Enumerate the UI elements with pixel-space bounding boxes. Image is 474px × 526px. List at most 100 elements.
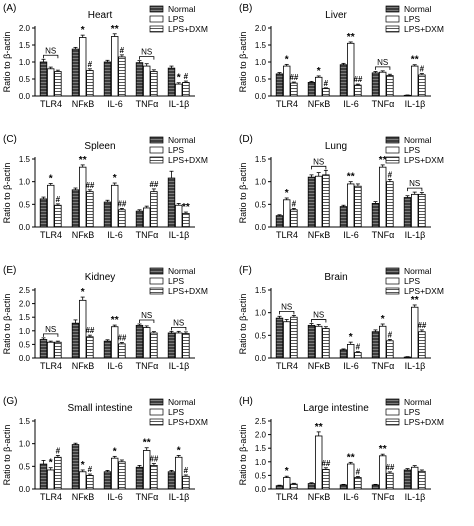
star-marker: * [177, 73, 181, 84]
x-tick-label: TNFα [372, 361, 395, 371]
y-tick-label: 0.0 [255, 92, 267, 101]
panel-label: (G) [3, 396, 17, 407]
y-axis-label: Ratio to β-actin [2, 163, 12, 224]
legend-label: LPS+DXM [404, 417, 444, 427]
bar-lps-3 [378, 325, 387, 359]
hash-marker: # [88, 465, 93, 474]
star-marker: ** [379, 155, 387, 166]
star-marker: * [349, 332, 353, 343]
y-tick-label: 1.0 [255, 309, 267, 318]
legend-label: LPS+DXM [404, 286, 444, 296]
panel-label: (F) [239, 265, 252, 276]
x-tick-label: NFκB [72, 230, 95, 240]
ns-label: NS [377, 58, 388, 67]
y-tick-label: 0.0 [255, 354, 267, 363]
bar-lps-2 [346, 42, 355, 97]
bar-normal-1 [307, 82, 316, 97]
panel-kidney: (E) Kidney Ratio to β-actin 0.0 0.5 1.0 1.5 2.0… [2, 265, 208, 371]
bar-lps-3 [378, 71, 387, 97]
bar-lps-dxm-4 [418, 193, 426, 228]
bar-lps-dxm-3 [386, 472, 394, 490]
legend-label: LPS+DXM [404, 155, 444, 165]
panel-lung: (D) Lung Ratio to β-actin 0.0 0.5 1.0 1.5 TLR4 N… [238, 134, 444, 240]
significance-bracket [375, 66, 391, 70]
x-tick-label: TNFα [372, 230, 395, 240]
star-marker: ** [347, 452, 355, 463]
hash-marker: # [88, 60, 93, 69]
legend-swatch [149, 15, 164, 23]
y-tick-label: 1.0 [255, 58, 267, 67]
x-tick-label: TNFα [372, 492, 395, 502]
bar-lps-dxm-4 [182, 475, 190, 490]
panel-heart: (A) Heart Ratio to β-actin 0.0 0.5 1.0 1.5 2.0 T… [2, 3, 208, 109]
bar-normal-0 [275, 73, 284, 97]
star-marker: ** [379, 444, 387, 455]
legend-swatch [385, 287, 400, 295]
x-tick-label: IL-6 [343, 99, 359, 109]
bar-normal-0 [275, 215, 284, 228]
y-tick-label: 0.0 [255, 223, 267, 232]
bar-lps-dxm-1 [322, 469, 330, 490]
legend-swatch [149, 408, 164, 416]
star-marker: ** [347, 32, 355, 43]
bar-normal-2 [103, 61, 112, 97]
star-marker: ** [411, 55, 419, 66]
bar-normal-0 [275, 317, 284, 359]
bar-normal-4 [167, 67, 176, 97]
y-tick-label: 0.5 [19, 200, 31, 209]
panel-label: (D) [239, 134, 253, 145]
hash-marker: ## [149, 455, 158, 464]
bar-lps-dxm-4 [182, 212, 190, 228]
legend-label: Normal [168, 397, 196, 407]
legend-label: LPS [404, 145, 420, 155]
ns-label: NS [45, 325, 56, 334]
y-tick-label: 2.5 [255, 417, 267, 426]
bar-lps-4 [410, 466, 419, 490]
bar-lps-dxm-3 [386, 181, 394, 228]
y-tick-label: 0.5 [255, 331, 267, 340]
legend-label: Normal [404, 4, 432, 14]
bar-normal-2 [103, 201, 112, 228]
hash-marker: ## [117, 333, 126, 342]
y-tick-label: 1.5 [255, 155, 267, 164]
y-tick-label: 2.0 [19, 300, 31, 309]
panel-label: (H) [239, 396, 253, 407]
hash-marker: ## [85, 326, 94, 335]
x-tick-label: IL-1β [405, 99, 426, 109]
bar-normal-3 [371, 331, 380, 359]
legend-swatch [385, 156, 400, 164]
y-axis-label: Ratio to β-actin [238, 32, 248, 93]
bar-lps-dxm-4 [418, 331, 426, 359]
x-tick-label: IL-6 [107, 492, 123, 502]
hash-marker: # [356, 467, 361, 476]
bar-normal-1 [71, 48, 80, 97]
bar-lps-dxm-3 [150, 71, 158, 97]
bar-lps-dxm-2 [354, 185, 362, 228]
bar-normal-0 [39, 463, 48, 490]
bar-lps-1 [79, 471, 87, 490]
x-tick-label: TLR4 [40, 230, 62, 240]
bar-lps-dxm-0 [54, 71, 62, 97]
bar-lps-4 [410, 306, 419, 359]
bar-normal-1 [71, 189, 80, 228]
y-tick-label: 1.0 [19, 327, 31, 336]
y-tick-label: 0.0 [19, 354, 31, 363]
hash-marker: # [388, 330, 393, 339]
hash-marker: # [56, 446, 61, 455]
star-marker: * [113, 446, 117, 457]
bar-normal-1 [307, 176, 316, 228]
legend-label: Normal [404, 135, 432, 145]
legend-label: Normal [404, 397, 432, 407]
panel-small-intestine: (G) Small intestine Ratio to β-actin 0.0 0.5… [2, 396, 208, 502]
bar-lps-dxm-1 [86, 70, 94, 97]
bar-lps-1 [79, 166, 87, 228]
x-tick-label: IL-1β [169, 99, 190, 109]
significance-bracket [139, 319, 155, 323]
panel-label: (C) [3, 134, 17, 145]
bar-normal-4 [403, 469, 412, 490]
star-marker: ** [347, 172, 355, 183]
panel-title: Lung [325, 141, 347, 152]
y-tick-label: 1.0 [19, 178, 31, 187]
ns-label: NS [141, 311, 152, 320]
x-tick-label: TNFα [136, 492, 159, 502]
